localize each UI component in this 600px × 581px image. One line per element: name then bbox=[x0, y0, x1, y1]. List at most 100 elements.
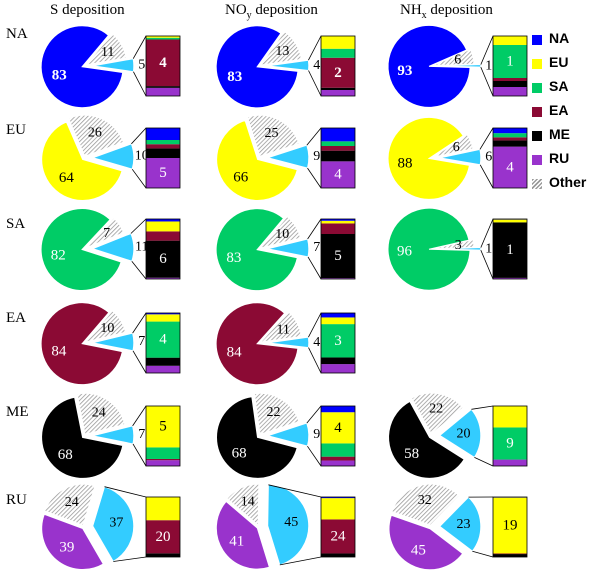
bar-segment-ea-na-2 bbox=[493, 78, 527, 81]
pie-label-domestic-ru-2: 45 bbox=[411, 542, 426, 558]
connector-top-ru-0 bbox=[104, 486, 147, 498]
row-label-me: ME bbox=[6, 404, 29, 420]
bar-label-na-0: 4 bbox=[159, 55, 167, 71]
bar-label-ru-1: 24 bbox=[331, 528, 347, 544]
bar-label-me-0: 5 bbox=[159, 419, 167, 435]
bar-label-eu-1: 4 bbox=[334, 167, 342, 183]
bar-frame-ru-0 bbox=[145, 496, 181, 558]
connector-bottom-ru-0 bbox=[113, 556, 147, 562]
pie-label-other-na-2: 6 bbox=[454, 52, 461, 67]
pie-label-transport-na-0: 5 bbox=[138, 58, 145, 73]
pie-slice-transport-ru-2 bbox=[439, 496, 482, 552]
bar-segment-sa-eu-1 bbox=[321, 141, 355, 146]
pie-label-domestic-na-2: 93 bbox=[397, 63, 412, 79]
column-title-s-text: S deposition bbox=[50, 2, 125, 18]
bar-segment-me-na-2 bbox=[493, 81, 527, 87]
bar-label-na-2: 1 bbox=[506, 54, 514, 70]
connector-bottom-na-2 bbox=[480, 66, 494, 97]
bar-segment-na-eu-2 bbox=[493, 128, 527, 134]
bar-segment-na-ru-1 bbox=[321, 497, 355, 499]
bar-segment-ru-eu-0 bbox=[146, 158, 180, 188]
row-label-ru: RU bbox=[6, 492, 27, 508]
bar-segment-me-ru-0 bbox=[146, 553, 180, 557]
bar-segment-ea-ru-1 bbox=[321, 519, 355, 554]
pie-label-transport-na-1: 4 bbox=[313, 58, 320, 73]
bar-label-na-1: 2 bbox=[334, 65, 342, 81]
bar-segment-ea-me-0 bbox=[146, 458, 180, 461]
bar-segment-eu-ru-2 bbox=[493, 497, 527, 554]
legend-label-na: NA bbox=[549, 30, 570, 46]
row-label-na: NA bbox=[6, 26, 28, 42]
bar-segment-sa-na-2 bbox=[493, 45, 527, 78]
connector-bottom-sa-2 bbox=[480, 249, 494, 280]
pie-slice-domestic-eu-2 bbox=[387, 116, 471, 200]
bar-segment-ru-ea-1 bbox=[321, 364, 355, 373]
pie-label-domestic-ea-0: 84 bbox=[51, 344, 67, 360]
bar-frame-me-2 bbox=[492, 405, 528, 467]
pie-label-transport-me-1: 9 bbox=[313, 427, 320, 442]
bar-segment-me-sa-1 bbox=[321, 234, 355, 279]
bar-segment-me-sa-2 bbox=[493, 222, 527, 278]
column-title-nhx: NHx deposition bbox=[400, 2, 493, 21]
bar-segment-ea-na-1 bbox=[321, 57, 355, 88]
connector-top-ea-0 bbox=[132, 312, 147, 334]
connector-bottom-eu-2 bbox=[479, 164, 494, 189]
bar-segment-sa-me-1 bbox=[321, 443, 355, 457]
pie-label-other-sa-1: 10 bbox=[275, 227, 289, 242]
bar-segment-ea-eu-2 bbox=[493, 137, 527, 141]
pie-slice-domestic-me-1 bbox=[216, 396, 298, 479]
pie-slice-other-ru-1 bbox=[226, 483, 260, 527]
pie-label-transport-ea-1: 4 bbox=[313, 335, 320, 350]
pie-slice-domestic-me-0 bbox=[41, 396, 124, 479]
row-label-eu: EU bbox=[6, 122, 26, 138]
bar-segment-ru-eu-2 bbox=[493, 146, 527, 188]
bar-segment-me-eu-1 bbox=[321, 150, 355, 162]
bar-frame-sa-0 bbox=[145, 218, 181, 280]
bar-label-sa-2: 1 bbox=[506, 242, 514, 258]
pie-slice-other-ru-0 bbox=[44, 483, 96, 526]
connector-top-me-1 bbox=[306, 405, 322, 424]
pie-slice-domestic-na-2 bbox=[387, 24, 471, 108]
column-title-s: S deposition bbox=[50, 2, 125, 19]
connector-bottom-na-0 bbox=[133, 71, 147, 97]
bar-segment-eu-me-1 bbox=[321, 412, 355, 444]
column-title-nhx-main: NH bbox=[400, 2, 422, 18]
bar-segment-me-ru-2 bbox=[493, 554, 527, 557]
bar-segment-me-ru-1 bbox=[321, 553, 355, 557]
bar-segment-me-ea-1 bbox=[321, 357, 355, 365]
pie-label-other-eu-1: 25 bbox=[265, 126, 279, 141]
bar-segment-me-na-0 bbox=[146, 86, 180, 88]
bar-segment-eu-na-1 bbox=[321, 36, 355, 49]
pie-label-other-ru-2: 32 bbox=[418, 493, 432, 508]
pie-label-domestic-sa-0: 82 bbox=[51, 248, 66, 264]
bar-frame-na-2 bbox=[492, 35, 528, 97]
pie-label-other-ea-0: 10 bbox=[100, 321, 114, 336]
pie-label-transport-eu-1: 9 bbox=[313, 149, 320, 164]
pie-slice-transport-na-0 bbox=[92, 58, 135, 73]
bar-frame-me-0 bbox=[145, 405, 181, 467]
pie-slice-other-ea-0 bbox=[84, 310, 127, 343]
bar-segment-ru-eu-1 bbox=[321, 161, 355, 188]
bar-frame-eu-2 bbox=[492, 127, 528, 189]
pie-label-domestic-eu-2: 88 bbox=[398, 156, 413, 172]
pie-label-other-me-2: 22 bbox=[429, 402, 443, 417]
pie-label-domestic-ru-1: 41 bbox=[229, 534, 244, 550]
pie-slice-other-sa-0 bbox=[85, 217, 125, 249]
connector-bottom-ru-1 bbox=[279, 556, 322, 566]
bar-segment-ru-na-2 bbox=[493, 87, 527, 96]
pie-label-transport-ru-0: 37 bbox=[109, 516, 123, 531]
bar-segment-ea-sa-0 bbox=[146, 231, 180, 241]
legend-swatch-ru bbox=[532, 155, 542, 165]
pie-slice-domestic-ea-0 bbox=[40, 302, 123, 386]
column-title-nhx-sub: x bbox=[421, 10, 427, 21]
pie-label-other-me-1: 22 bbox=[267, 405, 281, 420]
pie-slice-transport-ru-1 bbox=[267, 484, 310, 566]
pie-label-transport-ea-0: 7 bbox=[138, 334, 145, 349]
bar-segment-sa-me-0 bbox=[146, 447, 180, 459]
connector-top-me-2 bbox=[471, 405, 494, 410]
pie-label-domestic-eu-0: 64 bbox=[59, 170, 75, 186]
connector-top-eu-1 bbox=[306, 127, 322, 146]
pie-slice-domestic-na-1 bbox=[215, 25, 299, 109]
pie-slice-other-eu-1 bbox=[246, 114, 300, 157]
